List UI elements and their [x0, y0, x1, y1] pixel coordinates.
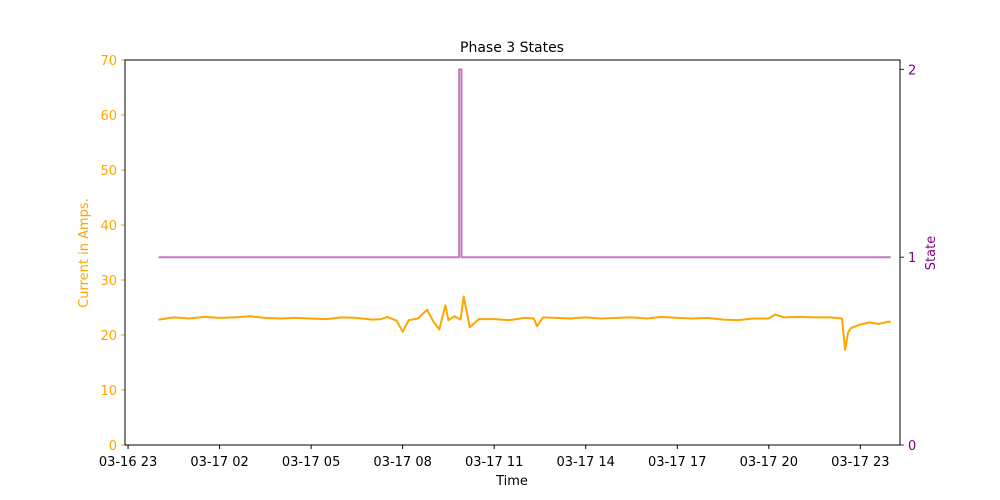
x-tick-label: 03-16 23	[99, 455, 157, 470]
left-y-tick-label: 30	[100, 274, 117, 289]
x-tick-label: 03-17 08	[373, 455, 431, 470]
x-tick-label: 03-17 17	[648, 455, 706, 470]
x-tick-label: 03-17 20	[740, 455, 798, 470]
state-series-line	[158, 68, 891, 259]
left-y-tick-label: 10	[100, 384, 117, 399]
x-tick-label: 03-17 11	[465, 455, 523, 470]
current-series-line	[158, 295, 891, 351]
right-y-axis: 0 1 2	[900, 63, 916, 454]
x-tick-label: 03-17 23	[831, 455, 889, 470]
left-y-tick-label: 60	[100, 109, 117, 124]
x-tick-label: 03-17 02	[190, 455, 248, 470]
x-axis-label: Time	[495, 474, 528, 489]
x-tick-label: 03-17 05	[282, 455, 340, 470]
left-y-axis: 0 10 20 30 40 50 60 70	[100, 54, 125, 454]
left-y-tick-label: 0	[109, 439, 117, 454]
left-y-tick-label: 70	[100, 54, 117, 69]
left-y-axis-label: Current in Amps.	[77, 198, 92, 308]
right-y-tick-label: 1	[908, 251, 916, 266]
left-y-tick-label: 50	[100, 164, 117, 179]
chart-title: Phase 3 States	[460, 40, 564, 56]
plot-area	[158, 68, 891, 351]
right-y-tick-label: 0	[908, 439, 916, 454]
axes-frame	[124, 59, 901, 446]
right-y-tick-label: 2	[908, 63, 916, 78]
x-axis: 03-16 23 03-17 02 03-17 05 03-17 08 03-17 11…	[99, 445, 890, 470]
right-y-axis-label: State	[924, 236, 939, 270]
x-tick-label: 03-17 14	[557, 455, 615, 470]
left-y-tick-label: 20	[100, 329, 117, 344]
left-y-tick-label: 40	[100, 219, 117, 234]
